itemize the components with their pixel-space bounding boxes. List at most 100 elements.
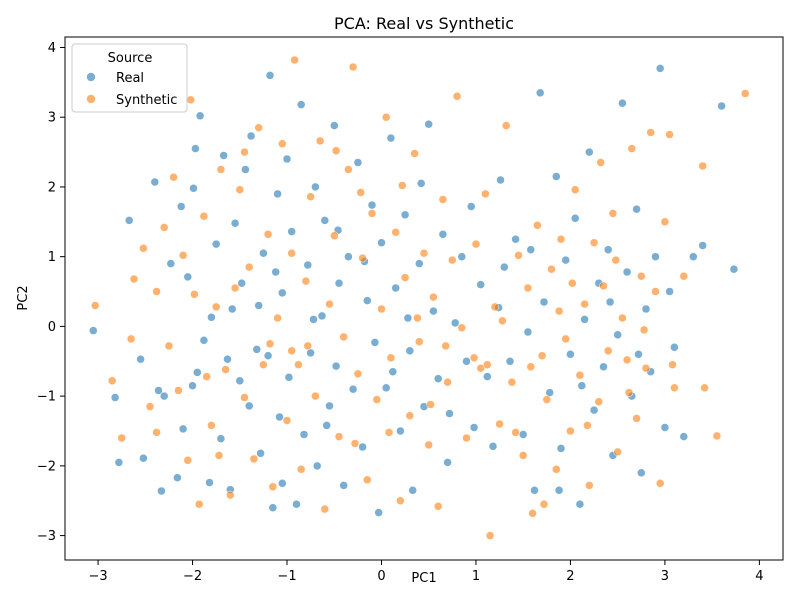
data-point-synthetic xyxy=(334,432,344,441)
data-point-real xyxy=(496,175,505,185)
data-point-real xyxy=(450,318,460,328)
data-point-synthetic xyxy=(405,411,415,420)
data-point-synthetic xyxy=(384,428,394,437)
data-point-real xyxy=(518,430,528,439)
data-point-real xyxy=(265,71,275,80)
data-point-real xyxy=(552,172,561,181)
data-point-real xyxy=(166,259,176,268)
data-point-real xyxy=(405,346,415,356)
data-point-real xyxy=(554,486,564,495)
data-point-synthetic xyxy=(596,158,605,167)
data-point-real xyxy=(124,216,134,225)
legend: Source Real Synthetic xyxy=(71,43,188,113)
x-tick-label: −3 xyxy=(88,569,107,584)
data-point-synthetic xyxy=(624,388,634,397)
data-point-real xyxy=(230,218,240,228)
data-point-real xyxy=(370,338,380,347)
data-point-real xyxy=(589,405,599,415)
data-point-synthetic xyxy=(469,353,479,363)
data-point-real xyxy=(216,434,226,443)
data-point-synthetic xyxy=(410,149,419,158)
data-point-real xyxy=(299,430,309,439)
data-point-real xyxy=(282,154,292,164)
data-point-synthetic xyxy=(452,92,462,101)
data-point-synthetic xyxy=(438,195,448,204)
data-point-synthetic xyxy=(537,351,547,360)
data-point-synthetic xyxy=(391,228,400,237)
data-point-real xyxy=(273,189,282,199)
data-point-synthetic xyxy=(585,481,594,490)
data-point-real xyxy=(278,479,287,488)
data-point-real xyxy=(433,374,443,383)
data-point-real xyxy=(173,473,182,482)
data-point-synthetic xyxy=(152,287,161,296)
data-point-synthetic xyxy=(315,136,325,146)
legend-title: Source xyxy=(108,51,153,66)
data-point-real xyxy=(244,401,254,411)
data-point-synthetic xyxy=(561,334,570,344)
data-point-synthetic xyxy=(533,221,542,230)
data-point-synthetic xyxy=(145,402,155,411)
data-point-real xyxy=(252,345,262,354)
data-point-synthetic xyxy=(514,251,523,260)
data-point-synthetic xyxy=(542,395,552,404)
x-tick-label: −2 xyxy=(183,569,202,584)
data-point-real xyxy=(634,350,643,359)
data-point-real xyxy=(566,350,575,359)
data-point-synthetic xyxy=(424,440,433,450)
data-point-synthetic xyxy=(594,397,604,406)
data-point-real xyxy=(358,442,367,452)
data-point-synthetic xyxy=(415,337,424,346)
data-point-synthetic xyxy=(126,334,136,344)
data-point-real xyxy=(178,424,188,434)
data-point-synthetic xyxy=(344,165,353,174)
data-point-real xyxy=(637,468,646,478)
data-point-real xyxy=(403,313,413,323)
data-point-real xyxy=(466,202,476,211)
data-point-synthetic xyxy=(441,341,450,351)
data-point-synthetic xyxy=(700,383,709,393)
data-point-real xyxy=(641,304,651,314)
data-point-synthetic xyxy=(526,362,536,372)
data-point-real xyxy=(613,330,622,340)
data-point-synthetic xyxy=(202,372,211,381)
data-point-synthetic xyxy=(490,302,500,312)
data-point-real xyxy=(377,238,386,247)
data-point-real xyxy=(344,252,353,261)
y-tick-label: 0 xyxy=(48,320,56,335)
data-point-real xyxy=(89,326,98,335)
legend-label-synthetic: Synthetic xyxy=(116,93,177,108)
data-point-real xyxy=(670,343,679,352)
data-point-synthetic xyxy=(495,419,504,429)
x-tick-label: 3 xyxy=(661,569,669,584)
data-point-synthetic xyxy=(670,383,679,393)
data-point-real xyxy=(237,278,246,288)
data-point-synthetic xyxy=(580,299,589,309)
data-point-synthetic xyxy=(363,475,372,485)
data-point-real xyxy=(334,278,344,288)
data-point-synthetic xyxy=(358,253,367,263)
data-point-real xyxy=(157,486,166,496)
data-point-synthetic xyxy=(282,416,292,425)
data-point-synthetic xyxy=(287,248,296,258)
data-point-real xyxy=(575,499,585,509)
data-point-real xyxy=(263,351,273,360)
data-point-real xyxy=(278,288,287,298)
data-point-synthetic xyxy=(235,185,245,194)
data-point-real xyxy=(292,499,301,509)
data-point-real xyxy=(457,252,467,261)
y-axis-label: PC2 xyxy=(16,285,31,310)
data-point-real xyxy=(526,245,536,254)
data-point-real xyxy=(599,362,608,372)
data-point-real xyxy=(530,486,539,495)
data-point-synthetic xyxy=(199,211,209,221)
data-point-real xyxy=(136,354,145,364)
data-point-real xyxy=(284,373,294,382)
data-point-real xyxy=(415,259,424,268)
x-axis-label: PC1 xyxy=(411,571,436,586)
data-point-synthetic xyxy=(481,189,490,199)
data-point-real xyxy=(651,252,660,261)
legend-label-real: Real xyxy=(116,71,144,86)
data-point-real xyxy=(246,131,256,141)
data-point-real xyxy=(488,442,498,451)
